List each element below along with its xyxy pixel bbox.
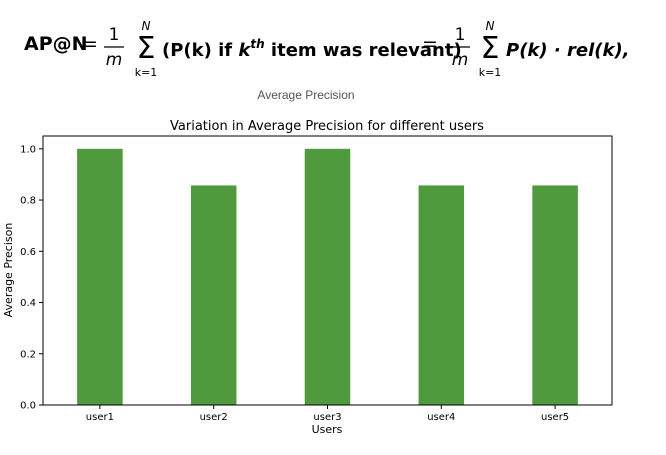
formula-frac2-num: 1 <box>455 25 466 45</box>
formula-sum2-bottom: k=1 <box>479 66 502 78</box>
x-tick-label-user4: user4 <box>427 412 455 423</box>
formula-term1-k: k <box>238 40 251 61</box>
x-tick-label-user1: user1 <box>86 412 114 423</box>
formula-term1-rest: item was relevant) <box>265 40 462 61</box>
y-tick-label-0: 0.0 <box>20 401 36 412</box>
formula-equals-1: = <box>82 33 98 55</box>
formula-sum1-top: N <box>142 19 151 33</box>
formula-sum1-sigma: Σ <box>137 31 156 66</box>
x-tick-label-user5: user5 <box>541 412 569 423</box>
formula-term1-open: (P(k) if <box>162 40 238 61</box>
y-tick-label-1: 0.2 <box>20 349 36 360</box>
y-tick-label-2: 0.4 <box>20 298 36 309</box>
bar-user2 <box>190 185 237 405</box>
bar-chart: Variation in Average Precision for diffe… <box>2 119 613 436</box>
bar-user3 <box>304 148 351 406</box>
y-tick-label-3: 0.6 <box>20 247 36 258</box>
x-tick-label-user2: user2 <box>200 412 228 423</box>
y-axis: 0.0 0.2 0.4 0.6 0.8 1.0 <box>20 144 43 412</box>
x-axis: user1 user2 user3 user4 user5 <box>86 405 569 423</box>
formula-lhs: AP@N <box>24 33 88 55</box>
ap-formula: AP@N = 1 m N Σ k=1 (P(k) if kth item was… <box>24 12 664 79</box>
bars-group <box>77 148 578 406</box>
formula-equals-2: = <box>422 33 438 55</box>
chart-title: Variation in Average Precision for diffe… <box>170 119 484 134</box>
formula-frac1-num: 1 <box>109 25 120 45</box>
formula-frac1-den: m <box>106 50 123 70</box>
formula-term1-sup: th <box>250 37 264 51</box>
y-tick-label-5: 1.0 <box>20 144 36 155</box>
formula-frac2-den: m <box>452 50 469 70</box>
caption: Average Precision <box>257 88 355 102</box>
y-axis-label: Average Precison <box>2 223 15 318</box>
formula-sum1-bottom: k=1 <box>135 66 158 78</box>
formula-sum2-top: N <box>486 19 495 33</box>
bar-user1 <box>77 148 123 406</box>
formula-term1: (P(k) if kth item was relevant) <box>162 37 462 61</box>
x-axis-label: Users <box>312 423 343 436</box>
bar-user5 <box>532 185 578 405</box>
ap-formula-svg: AP@N = 1 m N Σ k=1 (P(k) if kth item was… <box>24 19 630 79</box>
y-tick-label-4: 0.8 <box>20 196 36 207</box>
formula-term2: P(k) · rel(k), <box>506 40 630 61</box>
bar-user4 <box>418 185 465 405</box>
x-tick-label-user3: user3 <box>313 412 341 423</box>
formula-sum2-sigma: Σ <box>481 31 500 66</box>
